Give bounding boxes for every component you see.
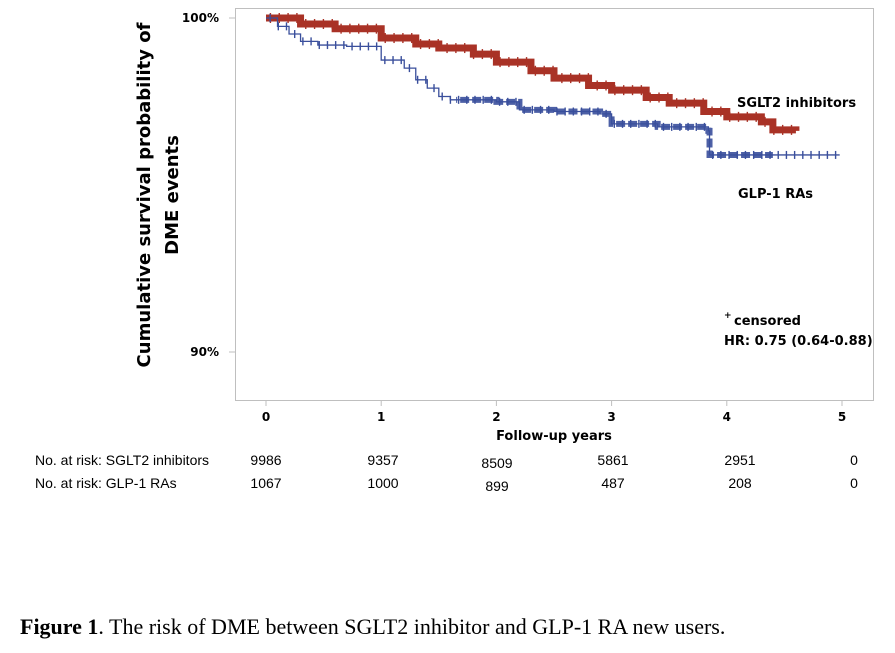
plot-frame (235, 8, 874, 401)
risk-cell: 5861 (597, 452, 628, 468)
y-tick-label: 100% (182, 11, 219, 25)
risk-cell: 9986 (250, 452, 281, 468)
km-chart: Cumulative survival probability of DME e… (35, 8, 874, 494)
hr-annotation: HR: 0.75 (0.64-0.88) (724, 334, 873, 349)
series-layer (266, 13, 840, 159)
x-tick-label: 0 (262, 410, 270, 424)
risk-cell: 899 (485, 478, 509, 494)
risk-cell: 8509 (481, 455, 512, 471)
figure-caption: Figure 1. The risk of DME between SGLT2 … (20, 614, 725, 640)
x-ticks: 0 1 2 3 4 5 (262, 401, 846, 424)
censored-symbol: + (724, 311, 732, 321)
censor-band (456, 96, 773, 158)
y-axis-label-line-1: Cumulative survival probability of (134, 22, 155, 367)
risk-cell: 1000 (367, 475, 398, 491)
risk-row-label: No. at risk: SGLT2 inhibitors (35, 452, 209, 468)
series-glp1 (266, 14, 840, 159)
y-ticks: 100% 90% (182, 11, 235, 359)
x-tick-label: 2 (492, 410, 500, 424)
survival-curve (266, 14, 800, 134)
risk-cell: 0 (850, 452, 858, 468)
y-tick-label: 90% (190, 345, 219, 359)
risk-cell: 0 (850, 475, 858, 491)
x-tick-label: 5 (838, 410, 846, 424)
x-tick-label: 4 (723, 410, 731, 424)
series-sglt2 (266, 13, 800, 135)
legend-glp1-label: GLP-1 RAs (738, 187, 813, 202)
caption-text: . The risk of DME between SGLT2 inhibito… (98, 614, 726, 639)
y-axis-label: Cumulative survival probability of DME e… (134, 22, 183, 367)
risk-cell: 2951 (724, 452, 755, 468)
y-axis-label-line-2: DME events (162, 135, 183, 255)
survival-curve (266, 17, 840, 156)
risk-cell: 1067 (250, 475, 281, 491)
x-axis-label: Follow-up years (496, 429, 612, 444)
caption-label: Figure 1 (20, 614, 99, 639)
censored-annotation: censored (734, 314, 801, 329)
risk-row-label: No. at risk: GLP-1 RAs (35, 475, 177, 491)
risk-cell: 208 (728, 475, 752, 491)
risk-cell: 9357 (367, 452, 398, 468)
x-tick-label: 1 (377, 410, 385, 424)
risk-table: No. at risk: SGLT2 inhibitors 9986 9357 850… (35, 452, 858, 494)
risk-cell: 487 (601, 475, 625, 491)
x-tick-label: 3 (607, 410, 615, 424)
legend-sglt2-label: SGLT2 inhibitors (737, 96, 856, 111)
